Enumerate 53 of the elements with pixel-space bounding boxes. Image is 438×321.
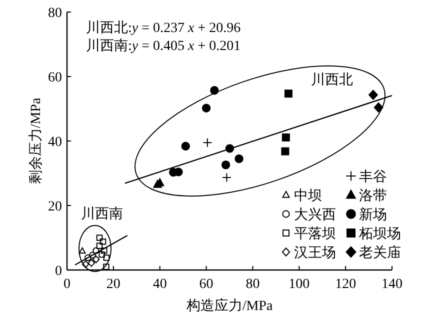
- annotation: 川西北: [311, 72, 353, 88]
- legend-label: 丰谷: [359, 169, 387, 185]
- point: [96, 234, 103, 241]
- y-tick-label: 20: [48, 200, 62, 214]
- y-tick-label: 80: [48, 6, 62, 21]
- point: [98, 251, 105, 258]
- x-tick-label: 120: [335, 277, 356, 292]
- x-axis-title: 构造应力/MPa: [185, 298, 274, 314]
- point: [103, 264, 110, 270]
- point: [234, 154, 244, 164]
- point: [202, 104, 211, 112]
- y-tick-label: 0: [55, 264, 62, 279]
- legend-label: 柘坝场: [358, 226, 401, 242]
- point: [92, 247, 100, 254]
- legend-label: 平落坝: [294, 226, 336, 242]
- x-tick-label: 80: [246, 277, 260, 292]
- point: [202, 138, 212, 148]
- point: [96, 242, 103, 249]
- y-axis-title: 剩余压力/MPa: [28, 97, 44, 184]
- y-tick-label: 60: [48, 70, 62, 86]
- point: [78, 247, 86, 254]
- point: [92, 255, 100, 264]
- legend-label: 新场: [359, 207, 387, 223]
- legend-label: 中坝: [294, 188, 322, 204]
- point: [84, 254, 92, 262]
- y-tick-label: 40: [48, 135, 62, 150]
- legend-label: 老关庙: [359, 245, 401, 261]
- x-tick-label: 100: [288, 277, 310, 292]
- point: [88, 258, 96, 267]
- point: [100, 238, 106, 245]
- point: [281, 147, 290, 156]
- annotation: 川西北:y = 0.237 x + 20.96: [86, 20, 241, 36]
- legend-label: 洛带: [359, 188, 387, 204]
- x-tick-label: 20: [106, 277, 120, 292]
- point: [101, 248, 108, 254]
- point: [222, 172, 232, 182]
- x-tick-label: 40: [152, 277, 167, 292]
- point: [221, 160, 230, 170]
- annotation: 川西南:y = 0.405 x + 0.201: [86, 38, 241, 54]
- annotation: 川西南: [81, 206, 123, 222]
- point: [368, 90, 378, 100]
- point: [89, 252, 96, 259]
- legend-label: 汉王场: [294, 245, 336, 261]
- point: [181, 142, 190, 151]
- point: [103, 254, 110, 261]
- point: [284, 90, 292, 98]
- point: [210, 86, 219, 95]
- point: [82, 260, 90, 268]
- legend-label: 大兴西: [294, 207, 336, 223]
- point: [374, 102, 384, 113]
- x-tick-label: 140: [382, 277, 402, 292]
- x-tick-label: 60: [199, 277, 214, 292]
- point: [282, 133, 290, 142]
